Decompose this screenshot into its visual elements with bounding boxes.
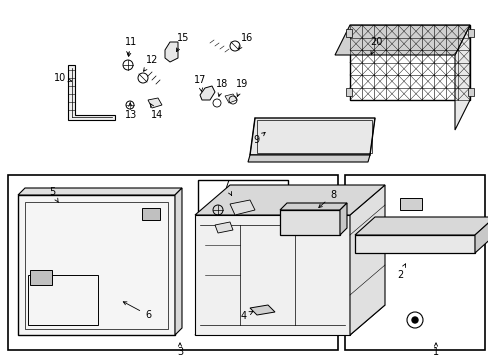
Text: 7: 7 [223,180,231,195]
Bar [8,175,337,350]
Circle shape [411,317,417,323]
Bar [257,120,371,153]
Polygon shape [68,65,115,120]
Polygon shape [249,305,274,315]
Polygon shape [349,185,384,335]
Text: 10: 10 [54,73,72,83]
Polygon shape [339,203,346,235]
Bar [28,275,98,325]
Text: 18: 18 [215,79,228,96]
Polygon shape [175,188,182,335]
Text: 14: 14 [150,104,163,120]
Bar [25,202,168,329]
Text: 15: 15 [176,33,189,51]
Text: 19: 19 [235,79,247,96]
Polygon shape [249,118,374,155]
Text: 8: 8 [318,190,335,208]
Text: 20: 20 [369,37,382,54]
Polygon shape [148,98,162,108]
Text: 1: 1 [432,343,438,357]
Polygon shape [229,200,254,215]
Polygon shape [280,203,346,210]
Bar [198,180,287,250]
Polygon shape [354,217,488,235]
Text: 12: 12 [143,55,158,71]
Polygon shape [195,305,384,335]
Polygon shape [346,88,351,96]
Polygon shape [280,210,339,235]
Polygon shape [224,94,237,103]
Polygon shape [30,270,52,285]
Polygon shape [164,42,178,62]
Bar [345,175,484,350]
Polygon shape [454,25,469,130]
Polygon shape [18,188,182,195]
Polygon shape [195,185,384,215]
Text: 6: 6 [123,302,151,320]
Polygon shape [346,29,351,37]
Polygon shape [474,217,488,253]
Bar [399,198,421,210]
Polygon shape [334,25,469,55]
Polygon shape [18,195,175,335]
Polygon shape [200,86,215,100]
Polygon shape [467,29,473,37]
Text: 5: 5 [49,187,58,202]
Polygon shape [354,235,474,253]
Text: 16: 16 [238,33,253,49]
Text: 4: 4 [241,311,252,321]
Text: 13: 13 [124,103,137,120]
Polygon shape [247,155,369,162]
Polygon shape [467,88,473,96]
Polygon shape [215,222,232,233]
Text: 3: 3 [177,343,183,357]
Polygon shape [195,215,349,335]
Text: 9: 9 [252,132,264,145]
Text: 11: 11 [124,37,137,57]
Bar [142,208,160,220]
Text: 17: 17 [193,75,206,91]
Polygon shape [349,25,469,100]
Text: 2: 2 [396,264,405,280]
